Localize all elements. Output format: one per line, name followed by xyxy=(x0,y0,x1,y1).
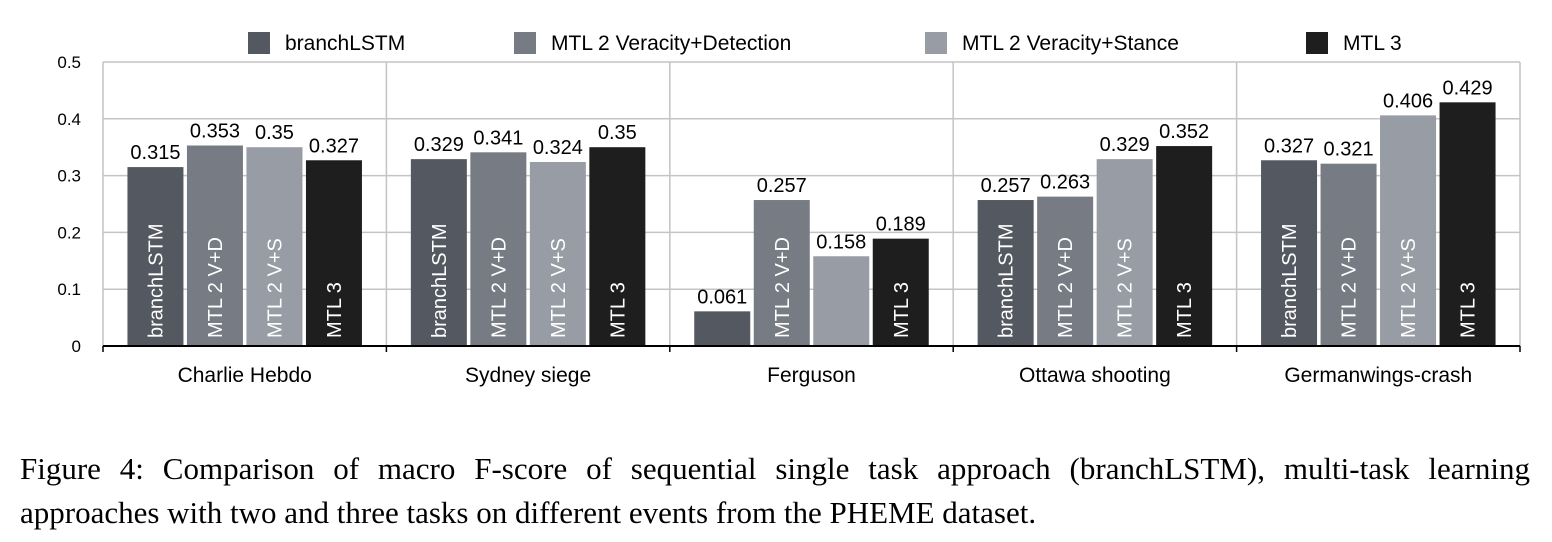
legend-label: MTL 2 Veracity+Detection xyxy=(551,32,791,55)
bar-series-label: branchLSTM xyxy=(145,223,167,338)
x-category-label: Sydney siege xyxy=(465,364,591,387)
bar-series-label: MTL 2 V+D xyxy=(1339,237,1361,338)
bar-series-label: MTL 2 V+S xyxy=(264,238,286,338)
bar xyxy=(753,200,810,346)
bar-value-label: 0.257 xyxy=(757,175,807,197)
y-tick-label: 0.5 xyxy=(57,53,81,72)
x-category-label: Ferguson xyxy=(767,364,856,387)
legend-label: branchLSTM xyxy=(285,32,405,55)
bar-series-label: MTL 2 V+S xyxy=(548,238,570,338)
bar-series-label: branchLSTM xyxy=(429,224,451,338)
bar-value-label: 0.327 xyxy=(309,135,359,157)
bar-series-label: MTL 2 V+S xyxy=(1115,238,1137,338)
bar-series-label: MTL 2 V+D xyxy=(488,237,510,338)
legend-swatch xyxy=(925,32,947,54)
bar-value-label: 0.329 xyxy=(1100,134,1150,156)
y-axis-ticks: 0 0.1 0.2 0.3 0.4 0.5 xyxy=(57,53,81,356)
bar xyxy=(470,152,527,346)
legend-swatch xyxy=(514,32,536,54)
bar-series-label: branchLSTM xyxy=(996,224,1018,339)
bar xyxy=(186,145,243,346)
legend-swatch xyxy=(248,32,270,54)
bar-value-label: 0.406 xyxy=(1383,90,1433,112)
legend-label: MTL 3 xyxy=(1343,32,1402,55)
bar xyxy=(813,256,870,346)
bar xyxy=(977,200,1034,346)
bar-value-label: 0.324 xyxy=(533,137,583,159)
bar-value-label: 0.341 xyxy=(473,127,523,149)
legend: branchLSTM MTL 2 Veracity+Detection MTL 2 … xyxy=(248,32,1402,55)
bar-series-label: MTL 2 V+D xyxy=(205,237,227,338)
bar-value-label: 0.257 xyxy=(981,175,1031,197)
bar xyxy=(246,147,303,346)
bar xyxy=(410,159,467,346)
bar-series-label: MTL 2 V+S xyxy=(1398,238,1420,338)
bar-series-label: MTL 3 xyxy=(324,282,346,338)
bar xyxy=(127,167,184,346)
bar-value-label: 0.315 xyxy=(130,142,180,164)
bar-series-label: MTL 3 xyxy=(1458,282,1480,338)
y-tick-label: 0.3 xyxy=(57,167,81,186)
bar xyxy=(589,147,646,346)
bar-series-label: MTL 3 xyxy=(1174,282,1196,338)
y-tick-label: 0 xyxy=(72,337,81,356)
x-category-label: Ottawa shooting xyxy=(1019,364,1171,387)
bar-value-label: 0.353 xyxy=(190,120,240,142)
x-category-label: Charlie Hebdo xyxy=(178,364,312,387)
bar-value-label: 0.263 xyxy=(1040,172,1090,194)
x-category-label: Germanwings-crash xyxy=(1284,364,1472,387)
bar xyxy=(1439,102,1496,346)
x-axis xyxy=(102,345,1521,352)
bar-series-label: branchLSTM xyxy=(1279,224,1301,339)
bar xyxy=(1320,163,1377,346)
bar-value-label: 0.329 xyxy=(414,134,464,156)
bar-value-label: 0.158 xyxy=(816,231,866,253)
bar xyxy=(1261,160,1318,346)
bar xyxy=(1380,115,1437,346)
y-tick-label: 0.1 xyxy=(57,280,81,299)
x-axis-categories: Charlie Hebdo Sydney siege Ferguson Ottawa … xyxy=(178,364,1473,387)
figure-caption: Figure 4: Comparison of macro F-score of… xyxy=(20,451,1530,530)
bar xyxy=(872,238,929,346)
bar-value-label: 0.321 xyxy=(1324,139,1374,161)
bar xyxy=(1096,159,1153,346)
bar xyxy=(305,160,362,346)
bar-series-label: MTL 3 xyxy=(607,282,629,338)
bar-value-label: 0.327 xyxy=(1264,135,1314,157)
bar xyxy=(694,311,751,346)
bar-value-label: 0.35 xyxy=(255,122,294,144)
bar-series-label: MTL 2 V+D xyxy=(1055,237,1077,338)
bar-series-label: MTL 2 V+D xyxy=(772,237,794,338)
bar-series-label: MTL 3 xyxy=(891,282,913,338)
bar xyxy=(529,161,586,346)
bar-value-label: 0.429 xyxy=(1443,77,1493,99)
bar xyxy=(1156,146,1213,346)
bar-value-label: 0.061 xyxy=(697,286,747,308)
bar-value-label: 0.189 xyxy=(876,214,926,236)
legend-label: MTL 2 Veracity+Stance xyxy=(962,32,1179,55)
y-tick-label: 0.2 xyxy=(57,223,81,242)
legend-swatch xyxy=(1306,32,1328,54)
bar-value-label: 0.352 xyxy=(1159,121,1209,143)
bars: 0.315 branchLSTM 0.353 MTL 2 V+D 0.35 MTL 2 V… xyxy=(127,77,1496,346)
bar xyxy=(1037,196,1094,346)
bar-chart: 0 0.1 0.2 0.3 0.4 0.5 0.315 branchLSTM 0.353 MTL… xyxy=(57,32,1521,387)
y-tick-label: 0.4 xyxy=(57,110,81,129)
bar-value-label: 0.35 xyxy=(598,122,637,144)
